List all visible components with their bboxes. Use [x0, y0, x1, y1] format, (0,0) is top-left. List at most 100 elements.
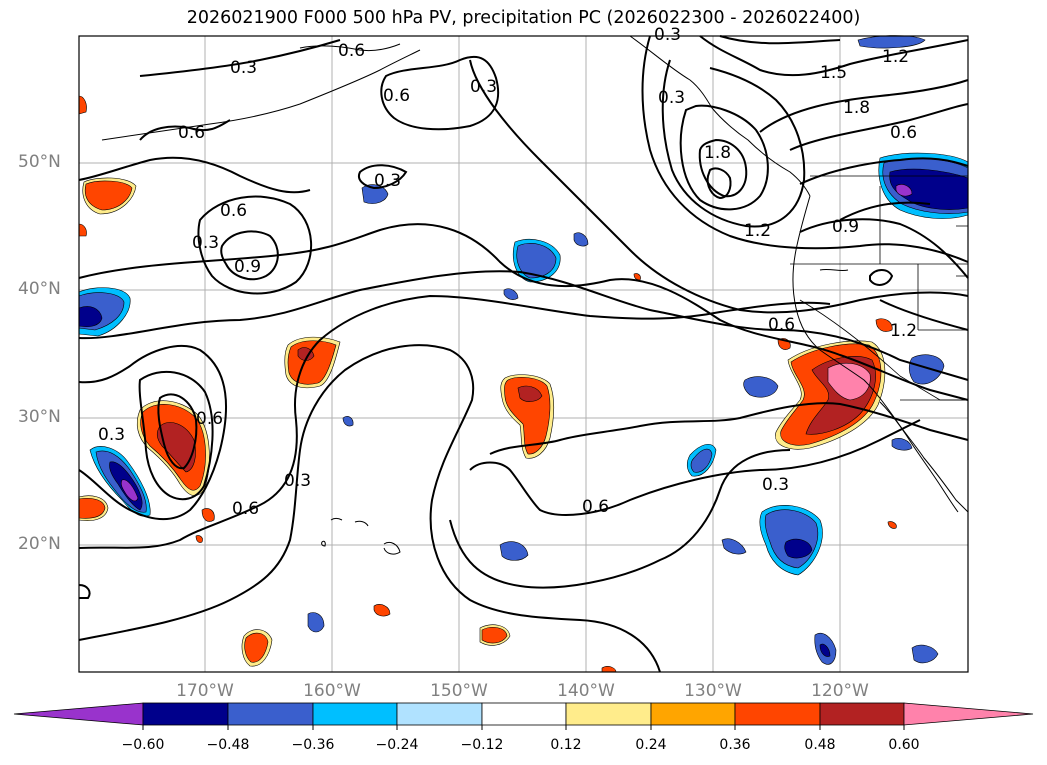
latitude-label: 20°N	[18, 534, 61, 554]
precip-blob	[287, 340, 337, 385]
latitude-label: 40°N	[18, 279, 61, 299]
colorbar-ticks	[142, 725, 905, 730]
contour-label: 0.6	[582, 497, 609, 517]
contour-label: 0.3	[658, 88, 685, 108]
precip-blob	[573, 232, 589, 247]
colorbar-tick-label: −0.48	[206, 737, 250, 753]
contour-label: 0.6	[768, 315, 795, 335]
precip-blob	[889, 168, 969, 210]
precip-blob	[78, 95, 87, 115]
colorbar-tick-label: −0.60	[121, 737, 165, 753]
colorbar-bin	[481, 702, 567, 726]
precip-blob	[195, 535, 203, 543]
precip-blob	[78, 497, 106, 519]
longitude-label: 160°W	[303, 681, 361, 701]
precip-blob	[819, 643, 831, 657]
longitude-label: 150°W	[430, 681, 488, 701]
latitude-label: 50°N	[18, 152, 61, 172]
chart-title: 2026021900 F000 500 hPa PV, precipitatio…	[186, 8, 861, 28]
colorbar-bin	[819, 702, 905, 726]
political-boundaries	[790, 175, 969, 401]
precip-blob	[875, 318, 893, 332]
precip-blob	[690, 448, 713, 473]
precip-positive	[78, 95, 897, 673]
precip-blob	[827, 362, 871, 401]
map-frame	[78, 35, 969, 673]
colorbar-tick-label: 0.24	[635, 737, 667, 753]
contour-label: 0.3	[98, 425, 125, 445]
precip-blob	[895, 184, 913, 197]
precip-blob	[503, 288, 519, 300]
precip-blob	[911, 644, 939, 664]
colorbar-bin	[565, 702, 652, 726]
longitude-label: 130°W	[684, 681, 742, 701]
precip-blob	[601, 666, 617, 673]
contour-label: 0.3	[654, 25, 681, 45]
contour-label: 0.3	[284, 471, 311, 491]
colorbar-tick-label: −0.24	[375, 737, 419, 753]
contour-label: 0.3	[192, 233, 219, 253]
contour-label: 1.2	[744, 221, 771, 241]
longitude-label: 140°W	[557, 681, 615, 701]
colorbar-bin	[650, 702, 736, 726]
colorbar-bin	[396, 702, 483, 726]
contour-label: 1.2	[890, 321, 917, 341]
colorbar-tick-label: 0.60	[888, 737, 920, 753]
precip-blob	[307, 612, 325, 633]
contour-label: 0.6	[890, 123, 917, 143]
contour-label: 1.8	[704, 143, 731, 163]
colorbar-tick-label: −0.12	[460, 737, 504, 753]
precip-blob	[361, 184, 389, 204]
contour-label: 0.6	[383, 86, 410, 106]
contour-label: 0.9	[234, 257, 261, 277]
contour-label: 0.3	[762, 475, 789, 495]
precip-blob	[244, 632, 269, 663]
colorbar-tick-label: −0.36	[291, 737, 335, 753]
longitude-label: 170°W	[176, 681, 234, 701]
contour-label: 0.6	[178, 123, 205, 143]
precip-blob	[201, 508, 215, 522]
contour-label: 1.5	[820, 63, 847, 83]
precip-blob	[78, 306, 103, 328]
contour-label: 0.3	[470, 77, 497, 97]
contour-label: 0.9	[832, 217, 859, 237]
contour-label: 1.2	[882, 47, 909, 67]
colorbar-bin	[227, 702, 314, 726]
contour-labels: 0.3 0.6 0.6 0.3 0.3 0.6 0.3 0.6 0.9 0.3 …	[98, 25, 917, 519]
pv-contours	[78, 35, 969, 673]
precip-blob	[517, 385, 543, 402]
precip-blob	[908, 354, 945, 385]
coastlines	[101, 35, 969, 555]
precip-blob	[891, 438, 913, 451]
precip-blob	[78, 223, 87, 237]
precip-blob	[784, 538, 813, 559]
contour-label: 0.6	[220, 201, 247, 221]
precip-blob	[156, 422, 196, 473]
colorbar-tick-label: 0.12	[550, 737, 582, 753]
contour-label: 0.3	[230, 58, 257, 78]
precip-blob	[342, 416, 354, 427]
precip-blob	[633, 273, 641, 281]
contour-label: 0.6	[196, 409, 223, 429]
colorbar-bin	[312, 702, 398, 726]
colorbar-bin	[734, 702, 821, 726]
precip-blob	[373, 604, 391, 617]
contour-label: 0.6	[338, 41, 365, 61]
contour-label: 1.8	[843, 98, 870, 118]
precip-blob	[516, 243, 557, 279]
colorbar-bin	[142, 702, 229, 726]
precip-blob	[481, 627, 508, 644]
colorbar	[13, 702, 1034, 730]
precip-blob	[721, 538, 747, 555]
precip-blob	[887, 521, 897, 529]
colorbar-tick-label: 0.36	[719, 737, 751, 753]
colorbar-tick-label: 0.48	[804, 737, 836, 753]
contour-label: 0.3	[374, 171, 401, 191]
precip-blob	[84, 180, 133, 211]
precip-blob	[120, 479, 139, 502]
latitude-label: 30°N	[18, 407, 61, 427]
contour-label: 0.6	[232, 499, 259, 519]
colorbar-extend-low	[13, 702, 144, 726]
precip-blob	[499, 541, 529, 561]
